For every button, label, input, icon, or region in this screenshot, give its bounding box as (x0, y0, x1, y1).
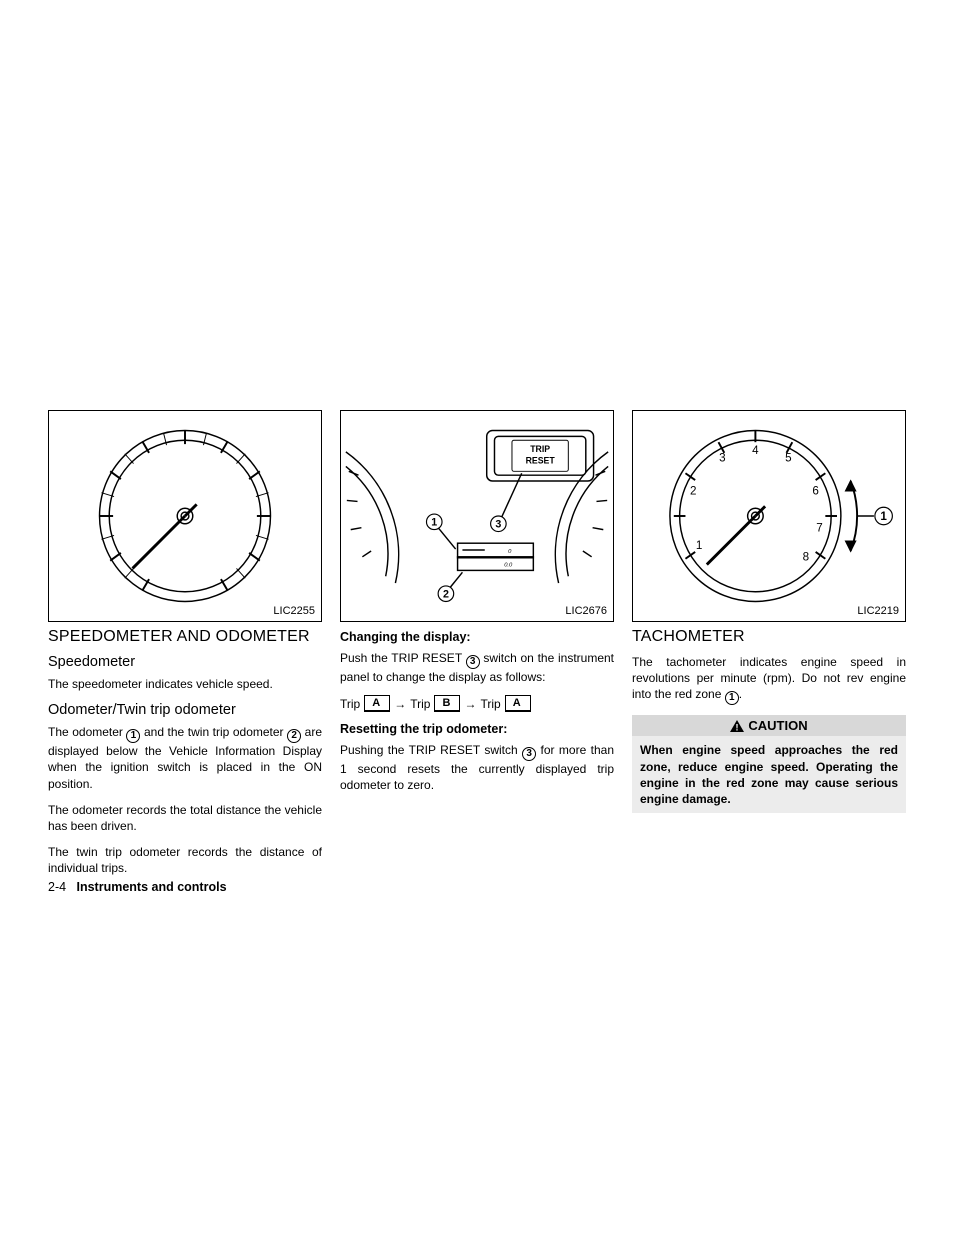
callout-1: 1 (126, 729, 140, 743)
trip-box-a: A (364, 695, 390, 712)
svg-text:6: 6 (812, 485, 818, 498)
figure-trip-reset: TRIP RESET 0 0.0 1 2 3 (340, 410, 614, 622)
figure-speedometer: LIC2255 (48, 410, 322, 622)
column-2: TRIP RESET 0 0.0 1 2 3 (340, 410, 614, 887)
figure-tachometer: 1 2 3 4 5 6 7 8 1 LIC2219 (632, 410, 906, 622)
svg-text:7: 7 (816, 522, 822, 535)
page-number: 2-4 (48, 880, 66, 894)
svg-text:3: 3 (719, 452, 725, 465)
figure-caption: LIC2255 (273, 605, 315, 617)
trip-box-b: B (434, 695, 460, 712)
trip-reset-svg: TRIP RESET 0 0.0 1 2 3 (341, 411, 613, 621)
column-1: LIC2255 SPEEDOMETER AND ODOMETER Speedom… (48, 410, 322, 887)
heading-speedometer-odometer: SPEEDOMETER AND ODOMETER (48, 628, 322, 646)
page-content: LIC2255 SPEEDOMETER AND ODOMETER Speedom… (48, 410, 906, 887)
svg-text:0.0: 0.0 (504, 563, 513, 569)
callout-3b: 3 (522, 747, 536, 761)
callout-1-tach: 1 (725, 691, 739, 705)
speedometer-svg (49, 411, 321, 621)
heading-tachometer: TACHOMETER (632, 628, 906, 646)
page-footer: 2-4 Instruments and controls (48, 880, 227, 894)
svg-text:2: 2 (443, 589, 449, 601)
figure-caption: LIC2219 (857, 605, 899, 617)
svg-text:TRIP: TRIP (530, 444, 550, 454)
subheading-odometer: Odometer/Twin trip odometer (48, 702, 322, 718)
para-speedometer-desc: The speedometer indicates vehicle speed. (48, 676, 322, 692)
para-push-trip-reset: Push the TRIP RESET 3 switch on the inst… (340, 650, 614, 685)
svg-text:!: ! (736, 722, 739, 732)
svg-text:4: 4 (752, 444, 759, 457)
column-3: 1 2 3 4 5 6 7 8 1 LIC2219 TACHOMETER The… (632, 410, 906, 887)
svg-text:5: 5 (785, 452, 791, 465)
svg-text:1: 1 (696, 539, 702, 552)
callout-2: 2 (287, 729, 301, 743)
svg-text:8: 8 (803, 551, 809, 564)
tachometer-svg: 1 2 3 4 5 6 7 8 1 (633, 411, 905, 621)
caution-header: ! CAUTION (632, 715, 906, 736)
trip-box-a2: A (505, 695, 531, 712)
subheading-changing-display: Changing the display: (340, 630, 614, 644)
svg-text:RESET: RESET (526, 456, 556, 466)
trip-sequence: Trip A → Trip B → Trip A (340, 695, 614, 712)
figure-caption: LIC2676 (565, 605, 607, 617)
svg-text:3: 3 (495, 519, 501, 531)
caution-label: CAUTION (748, 718, 807, 733)
subheading-resetting: Resetting the trip odometer: (340, 722, 614, 736)
para-resetting-desc: Pushing the TRIP RESET switch 3 for more… (340, 742, 614, 793)
svg-text:2: 2 (690, 485, 696, 498)
warning-icon: ! (730, 720, 744, 732)
para-odometer-total: The odometer records the total distance … (48, 802, 322, 834)
para-twin-trip: The twin trip odometer records the dista… (48, 844, 322, 876)
subheading-speedometer: Speedometer (48, 654, 322, 670)
caution-body: When engine speed approaches the red zon… (632, 736, 906, 813)
svg-text:1: 1 (431, 517, 437, 529)
para-tachometer-desc: The tachometer indicates engine speed in… (632, 654, 906, 705)
callout-3: 3 (466, 655, 480, 669)
svg-text:0: 0 (508, 549, 512, 555)
svg-text:1: 1 (880, 510, 887, 523)
section-title: Instruments and controls (77, 880, 227, 894)
para-odometer-desc: The odometer 1 and the twin trip odomete… (48, 724, 322, 792)
